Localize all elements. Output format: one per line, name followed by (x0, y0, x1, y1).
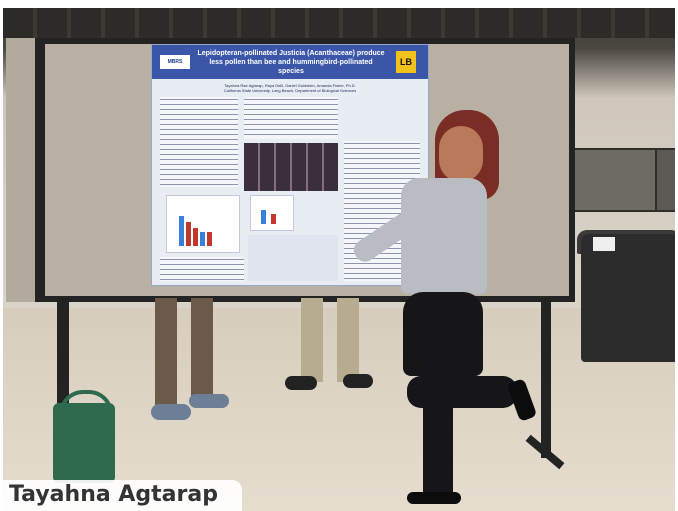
background-booth (655, 148, 675, 212)
poster-affiliation: California State University, Long Beach,… (192, 88, 388, 93)
presenter-leg-raised (407, 376, 517, 408)
presenter-shoe (407, 492, 461, 504)
poster-flower-photos (244, 143, 338, 191)
visitor-shoe (343, 374, 373, 388)
poster-header: MBRS Lepidopteran-pollinated Justicia (A… (152, 45, 428, 79)
presenter-name: Tayahna Agtarap (9, 482, 218, 507)
visitor-legs (301, 298, 323, 382)
poster-bar-chart-middle (250, 195, 294, 231)
poster-title: Lepidopteran-pollinated Justicia (Acanth… (196, 49, 386, 76)
poster-board-left (6, 38, 40, 302)
board-post-right (541, 298, 551, 458)
poster-logo-left: MBRS (160, 55, 190, 69)
green-tote-bag (53, 403, 115, 483)
visitor-legs (191, 298, 213, 400)
poster-bar (207, 232, 212, 246)
poster-bar (271, 214, 276, 224)
poster-column-middle (244, 97, 338, 139)
poster-bar (200, 232, 205, 246)
poster-text-block-bottom (160, 257, 244, 281)
visitor-shoe (189, 394, 229, 408)
visitor-shoe (151, 404, 191, 420)
poster-session-photo: MBRS Lepidopteran-pollinated Justicia (A… (3, 8, 675, 511)
ceiling (3, 8, 675, 38)
poster-bar (186, 222, 191, 246)
poster-bar (179, 216, 184, 246)
trash-can (581, 234, 675, 362)
presenter-face (439, 126, 483, 182)
board-post-left (57, 298, 69, 408)
poster-column-left (160, 97, 238, 187)
poster-authors: Tayahna Rae Agtarap, Raya Delli, Daniel … (192, 83, 388, 93)
name-caption: Tayahna Agtarap (0, 480, 242, 511)
trash-can-slot (593, 237, 615, 251)
visitor-legs (155, 298, 177, 408)
poster-logo-right: LB (396, 51, 416, 73)
research-poster: MBRS Lepidopteran-pollinated Justicia (A… (151, 44, 429, 286)
poster-figure-bottom (248, 235, 338, 281)
visitor-shoe (285, 376, 317, 390)
poster-bar (261, 210, 266, 224)
poster-bar-chart-left (166, 195, 240, 253)
poster-bar (193, 228, 198, 246)
visitor-legs (337, 298, 359, 382)
presenter-jacket (401, 178, 487, 294)
